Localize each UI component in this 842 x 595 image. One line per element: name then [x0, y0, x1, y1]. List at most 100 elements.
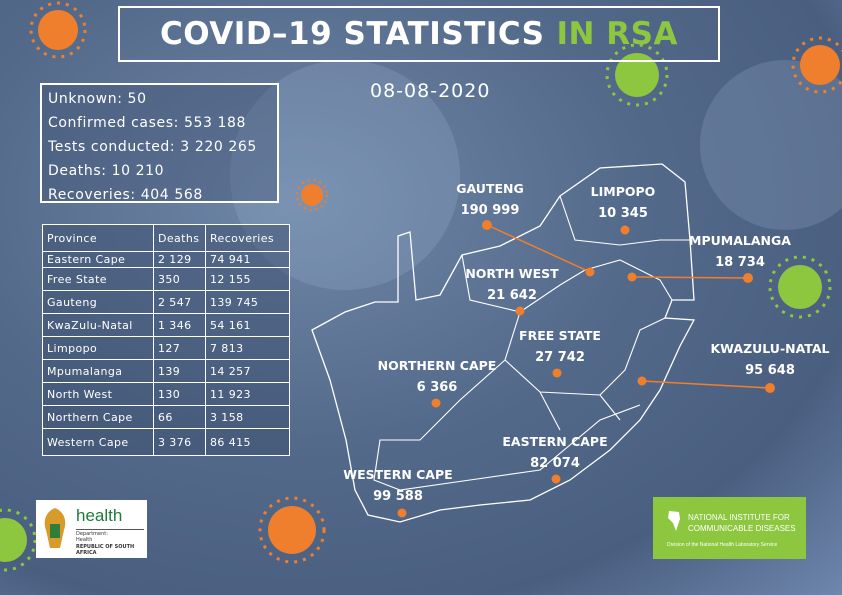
- province-cases: 18 734: [715, 255, 765, 270]
- cell-recoveries: 54 161: [205, 313, 290, 337]
- province-marker: [397, 508, 407, 518]
- summary-tests: Tests conducted: 3 220 265: [48, 139, 257, 155]
- province-label: LIMPOPO 10 345: [591, 184, 656, 221]
- cell-province: Limpopo: [42, 336, 154, 360]
- cell-deaths: 127: [153, 336, 206, 360]
- leader-line: [631, 276, 749, 279]
- summary-unknown: Unknown: 50: [48, 91, 147, 107]
- title-main: COVID–19 STATISTICS: [160, 16, 545, 52]
- summary-box: Unknown: 50 Confirmed cases: 553 188 Tes…: [40, 83, 279, 203]
- virus-background: [700, 60, 842, 230]
- virus-icon: [296, 179, 328, 211]
- cell-province: Western Cape: [42, 428, 154, 456]
- summary-confirmed: Confirmed cases: 553 188: [48, 115, 247, 131]
- province-marker: [515, 306, 525, 316]
- province-label: NORTHERN CAPE 6 366: [378, 358, 497, 395]
- cell-recoveries: 11 923: [205, 382, 290, 406]
- nicd-line1: NATIONAL INSTITUTE FOR: [688, 513, 790, 522]
- cell-deaths: 139: [153, 359, 206, 383]
- table-row: KwaZulu-Natal 1 346 54 161: [42, 313, 290, 337]
- table-row: Limpopo 127 7 813: [42, 336, 290, 360]
- cell-deaths: 350: [153, 267, 206, 291]
- nicd-logo: NATIONAL INSTITUTE FOR COMMUNICABLE DISE…: [653, 497, 806, 559]
- cell-deaths: 2 129: [153, 251, 206, 268]
- virus-icon: [258, 496, 326, 564]
- summary-deaths: Deaths: 10 210: [48, 163, 165, 179]
- province-marker: [431, 398, 441, 408]
- cell-recoveries: 74 941: [205, 251, 290, 268]
- province-cases: 21 642: [487, 288, 537, 303]
- virus-icon: [29, 1, 87, 59]
- health-line1: Department:: [76, 531, 108, 537]
- cell-recoveries: 3 158: [205, 405, 290, 429]
- cell-province: Mpumalanga: [42, 359, 154, 383]
- table-row: Gauteng 2 547 139 745: [42, 290, 290, 314]
- cell-recoveries: 139 745: [205, 290, 290, 314]
- cell-recoveries: 7 813: [205, 336, 290, 360]
- province-name: KWAZULU-NATAL: [710, 341, 830, 356]
- province-name: NORTHERN CAPE: [377, 358, 497, 373]
- header-recoveries: Recoveries: [205, 224, 290, 252]
- cell-recoveries: 14 257: [205, 359, 290, 383]
- cell-deaths: 66: [153, 405, 206, 429]
- cell-recoveries: 86 415: [205, 428, 290, 456]
- province-marker: [551, 474, 561, 484]
- province-name: WESTERN CAPE: [343, 467, 453, 482]
- cell-province: Free State: [42, 267, 154, 291]
- nicd-line3: Division of the National Health Laborato…: [667, 542, 778, 548]
- province-label: MPUMALANGA 18 734: [689, 233, 791, 270]
- health-line3: REPUBLIC OF SOUTH AFRICA: [76, 544, 135, 556]
- health-line2: Health: [76, 537, 93, 543]
- province-label: WESTERN CAPE 99 588: [343, 467, 452, 504]
- province-label: EASTERN CAPE 82 074: [502, 434, 607, 471]
- cell-deaths: 1 346: [153, 313, 206, 337]
- province-marker: [482, 220, 492, 230]
- health-department-logo: health Department: Health REPUBLIC OF SO…: [36, 500, 147, 558]
- province-cases: 99 588: [373, 489, 423, 504]
- nicd-line2: COMMUNICABLE DISEASES: [688, 524, 796, 533]
- health-word: health: [76, 506, 123, 525]
- table-row: Western Cape 3 376 86 415: [42, 428, 290, 456]
- province-marker: [627, 272, 637, 282]
- table-row: Eastern Cape 2 129 74 941: [42, 251, 290, 268]
- province-name: FREE STATE: [519, 328, 601, 343]
- table-row: Free State 350 12 155: [42, 267, 290, 291]
- province-name: GAUTENG: [456, 181, 524, 196]
- province-cases: 27 742: [535, 350, 585, 365]
- province-marker: [637, 376, 647, 386]
- province-marker: [743, 273, 753, 283]
- province-marker: [620, 225, 630, 235]
- province-cases: 6 366: [416, 380, 458, 395]
- cell-deaths: 130: [153, 382, 206, 406]
- province-cases: 10 345: [598, 206, 648, 221]
- cell-province: North West: [42, 382, 154, 406]
- virus-icon: [768, 255, 832, 319]
- header-deaths: Deaths: [153, 224, 206, 252]
- cell-province: KwaZulu-Natal: [42, 313, 154, 337]
- cell-recoveries: 12 155: [205, 267, 290, 291]
- cell-deaths: 3 376: [153, 428, 206, 456]
- province-name: NORTH WEST: [465, 266, 559, 281]
- table-row: Mpumalanga 139 14 257: [42, 359, 290, 383]
- summary-recoveries: Recoveries: 404 568: [48, 187, 203, 203]
- province-label: GAUTENG 190 999: [456, 181, 524, 218]
- province-cases: 95 648: [745, 363, 795, 378]
- map-markers: [397, 220, 775, 518]
- country-outline: [311, 163, 696, 523]
- cell-province: Gauteng: [42, 290, 154, 314]
- province-label: KWAZULU-NATAL 95 648: [710, 341, 829, 378]
- table-header: Province Deaths Recoveries: [42, 224, 290, 252]
- province-name: EASTERN CAPE: [502, 434, 608, 449]
- province-marker: [552, 368, 562, 378]
- province-label: NORTH WEST 21 642: [465, 266, 558, 303]
- leader-line: [486, 224, 591, 273]
- virus-icon: [0, 508, 37, 572]
- title-highlight: IN RSA: [556, 16, 678, 52]
- leader-line: [641, 380, 771, 389]
- virus-icon: [605, 43, 669, 107]
- cell-province: Northern Cape: [42, 405, 154, 429]
- virus-icon: [791, 36, 842, 94]
- header-province: Province: [42, 224, 154, 252]
